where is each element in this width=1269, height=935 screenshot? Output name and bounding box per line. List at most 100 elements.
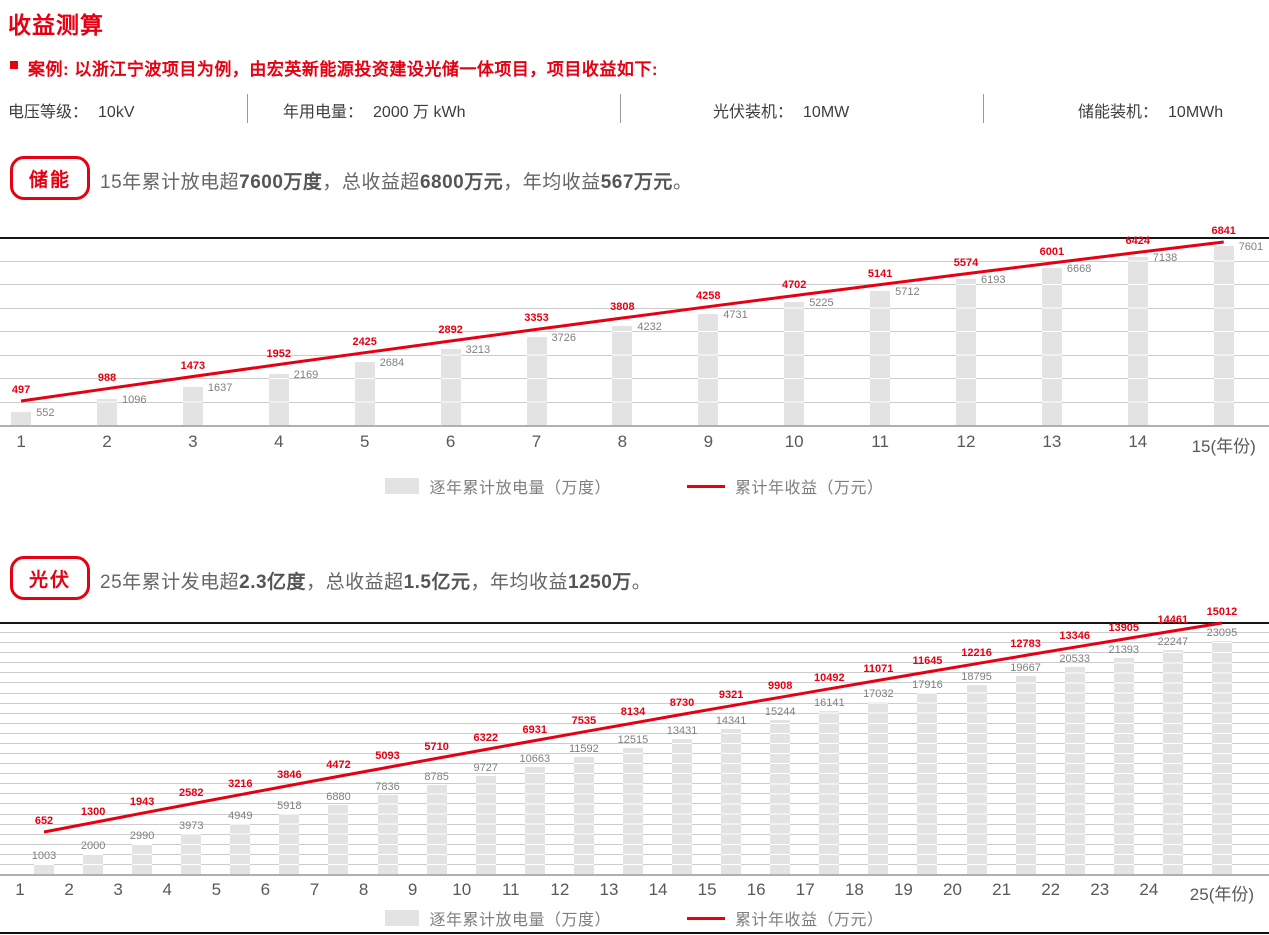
spec-label: 储能装机： — [1078, 104, 1159, 121]
bar-value-label: 1096 — [122, 394, 147, 407]
x-axis-label: 5 — [211, 880, 222, 899]
line-value-label: 13346 — [1059, 630, 1090, 643]
bar — [956, 279, 976, 425]
bar-value-label: 13431 — [666, 724, 698, 737]
line-value-label: 3216 — [228, 777, 253, 790]
bar — [97, 399, 117, 425]
x-axis-label: 11 — [501, 880, 520, 899]
x-axis-label: 7 — [531, 432, 542, 451]
x-axis-label: 22 — [1041, 880, 1061, 899]
line-value-label: 2582 — [178, 786, 204, 799]
spec-value: 10MW — [803, 104, 850, 121]
bar-value-label: 2169 — [293, 369, 319, 382]
x-axis-label: 12 — [550, 880, 570, 899]
bar — [440, 349, 461, 425]
bullet-square-icon — [10, 61, 18, 69]
line-value-label: 12216 — [961, 646, 992, 659]
storage-summary: 15年累计放电超7600万度，总收益超6800万元，年均收益567万元。 — [100, 167, 692, 194]
line-value-label: 6001 — [1039, 246, 1065, 259]
gridline — [0, 331, 1269, 332]
x-axis-label: 25(年份) — [1189, 885, 1255, 904]
bar-value-label: 20533 — [1059, 653, 1090, 666]
badge-pv-label: 光伏 — [28, 569, 71, 591]
badge-storage-label: 储能 — [28, 169, 71, 191]
bar — [612, 325, 633, 425]
bar — [354, 361, 375, 425]
line-value-label: 1952 — [266, 347, 292, 360]
spec-label: 电压等级： — [8, 104, 89, 121]
chart-legend: 逐年累计放电量（万度） 累计年收益（万元） — [0, 474, 1269, 498]
x-axis-label: 15(年份) — [1191, 437, 1256, 456]
legend-bar-swatch-icon — [385, 478, 420, 494]
bar-value-label: 8785 — [424, 771, 449, 784]
x-axis-line — [0, 425, 1269, 427]
bar — [1127, 257, 1148, 425]
legend-label: 逐年累计放电量（万度） — [429, 912, 611, 929]
bar-value-label: 5225 — [809, 297, 834, 310]
bar — [268, 374, 289, 425]
line-value-label: 5574 — [953, 256, 979, 269]
line-value-label: 15012 — [1206, 605, 1238, 618]
bar-value-label: 4232 — [637, 320, 662, 333]
x-axis-label: 13 — [599, 880, 619, 899]
summary-segment: 2.3亿度 — [239, 572, 307, 593]
x-axis-label: 6 — [445, 432, 456, 451]
bar — [328, 804, 349, 874]
line-value-label: 6322 — [473, 732, 498, 745]
bar-value-label: 7601 — [1238, 241, 1264, 254]
bar — [34, 863, 54, 874]
bar-value-label: 4731 — [723, 308, 748, 321]
x-axis-label: 3 — [113, 880, 123, 899]
legend-line-swatch-icon — [687, 484, 725, 488]
summary-segment: 6800万元 — [419, 172, 504, 193]
bar-value-label: 22247 — [1157, 635, 1189, 648]
gridline — [0, 378, 1269, 379]
legend-item: 累计年收益（万元） — [687, 474, 884, 498]
summary-segment: ，总收益超 — [306, 572, 404, 593]
legend-label: 逐年累计放电量（万度） — [429, 480, 611, 497]
gridline-top — [0, 237, 1269, 239]
bar — [132, 843, 153, 874]
bar — [721, 729, 742, 874]
bottom-divider — [0, 932, 1269, 934]
x-axis-label: 5 — [359, 432, 370, 451]
legend-label: 累计年收益（万元） — [735, 480, 884, 497]
gridline — [0, 284, 1269, 285]
x-axis-label: 13 — [1042, 432, 1062, 451]
line-value-label: 11645 — [912, 654, 943, 667]
bar — [1113, 658, 1134, 874]
pv-summary: 25年累计发电超2.3亿度，总收益超1.5亿元，年均收益1250万。 — [100, 567, 651, 594]
bar — [475, 775, 496, 874]
gridline — [0, 642, 1269, 644]
spec-value: 2000 万 kWh — [373, 104, 466, 121]
summary-segment: 。 — [631, 572, 652, 593]
bar-value-label: 1637 — [207, 381, 233, 394]
summary-segment: 。 — [672, 172, 693, 193]
x-axis-label: 1 — [15, 880, 25, 899]
line-value-label: 12783 — [1010, 638, 1041, 651]
bar — [1015, 675, 1036, 874]
line-value-label: 4258 — [696, 289, 721, 302]
x-axis-label: 17 — [795, 880, 815, 899]
line-value-label: 5141 — [867, 267, 893, 280]
bar — [181, 833, 202, 874]
line-value-label: 2892 — [438, 323, 463, 336]
x-axis-label: 12 — [956, 432, 976, 451]
x-axis-label: 9 — [703, 432, 714, 451]
line-value-label: 10492 — [813, 671, 845, 684]
bar — [819, 711, 840, 874]
bar-value-label: 10663 — [519, 752, 551, 765]
bar-value-label: 9727 — [473, 761, 498, 774]
bar-value-label: 23095 — [1206, 627, 1238, 640]
line-value-label: 6841 — [1211, 224, 1236, 237]
line-value-label: 8730 — [669, 697, 695, 710]
line-value-label: 11071 — [863, 663, 894, 676]
x-axis-label: 14 — [648, 880, 668, 899]
bar-value-label: 11592 — [568, 743, 599, 756]
summary-segment: 1.5亿元 — [403, 572, 471, 593]
badge-pv: 光伏 — [10, 556, 90, 600]
bar-value-label: 21393 — [1108, 644, 1140, 657]
line-value-label: 14461 — [1157, 614, 1189, 626]
x-axis-label: 14 — [1128, 432, 1148, 451]
